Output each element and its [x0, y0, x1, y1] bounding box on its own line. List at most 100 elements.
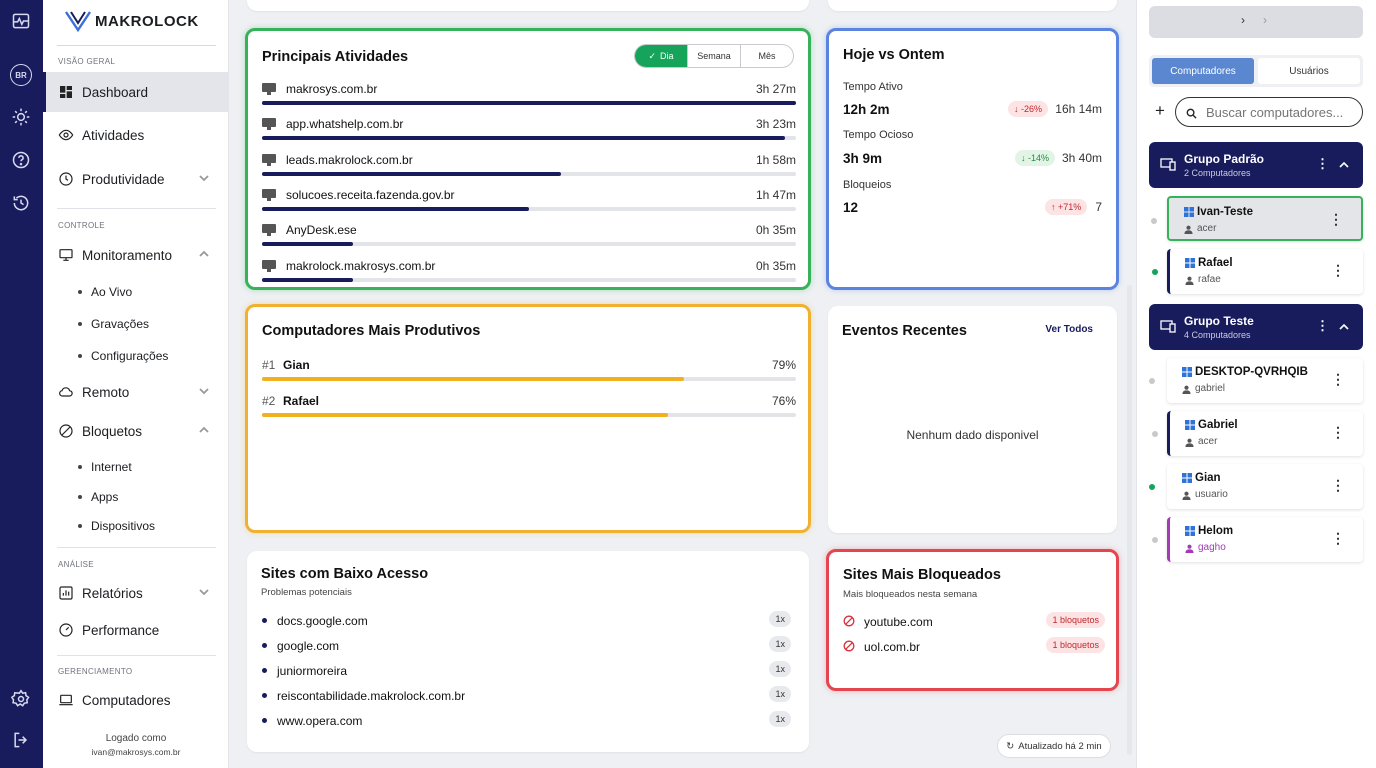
delta-badge: ↓ -14%	[1015, 150, 1056, 166]
sidebar-nav: MAKROLOCK VISÃO GERAL Dashboard Atividad…	[43, 0, 229, 768]
computer-name: Gian	[1195, 472, 1221, 484]
monitor-icon	[262, 224, 276, 237]
nav-item-monitoramento[interactable]: Monitoramento	[43, 235, 228, 275]
computer-card[interactable]: Gian usuario ⋮	[1149, 464, 1363, 509]
computer-card[interactable]: Ivan-Teste acer ⋮	[1151, 196, 1363, 241]
period-week[interactable]: Semana	[687, 45, 740, 67]
activity-bar-fill	[262, 242, 353, 247]
more-vert-icon[interactable]: ⋮	[1331, 371, 1345, 387]
windows-icon	[1185, 420, 1195, 430]
block-icon	[59, 424, 73, 438]
search-input[interactable]	[1206, 102, 1356, 122]
computer-group-header[interactable]: Grupo Padrão 2 Computadores ⋮	[1149, 142, 1363, 188]
activity-bar-fill	[262, 101, 796, 105]
computer-card[interactable]: Gabriel acer ⋮	[1152, 411, 1363, 456]
previous-value: 7	[1095, 200, 1102, 214]
nav-label: Remoto	[82, 384, 130, 400]
language-badge[interactable]: BR	[10, 64, 32, 86]
count-badge: 1x	[769, 661, 791, 677]
chevron-up-icon[interactable]	[1339, 322, 1349, 332]
view-all-link[interactable]: Ver Todos	[1045, 324, 1093, 335]
dashboard-icon	[60, 86, 72, 98]
group-name: Grupo Padrão	[1184, 152, 1265, 166]
section-gerenciamento: GERENCIAMENTO	[58, 667, 133, 676]
nav-sub-gravacoes[interactable]: Gravações	[78, 317, 149, 331]
more-vert-icon[interactable]: ⋮	[1316, 156, 1329, 171]
block-icon	[843, 640, 855, 652]
bullet	[262, 718, 267, 723]
main-scrollbar[interactable]	[1127, 285, 1132, 755]
chevron-right-icon[interactable]: ›	[1263, 13, 1267, 27]
search-icon	[1186, 108, 1197, 119]
more-vert-icon[interactable]: ⋮	[1331, 477, 1345, 493]
rank: #2	[262, 394, 276, 408]
add-icon[interactable]: +	[1155, 101, 1165, 120]
activity-bar	[262, 206, 796, 211]
more-vert-icon[interactable]: ⋮	[1329, 211, 1343, 227]
activity-name: solucoes.receita.fazenda.gov.br	[286, 187, 455, 202]
brand-mark-icon	[65, 11, 91, 32]
nav-label: Relatórios	[82, 585, 143, 601]
monitor-icon	[262, 153, 276, 166]
chevron-down-icon	[199, 589, 209, 596]
brand-name: MAKROLOCK	[95, 12, 199, 30]
user-icon	[1185, 544, 1194, 553]
nav-item-produtividade[interactable]: Produtividade	[43, 159, 228, 199]
chevron-down-icon	[199, 388, 209, 395]
nav-item-remoto[interactable]: Remoto	[43, 372, 228, 412]
nav-sub-configuracoes[interactable]: Configurações	[78, 349, 168, 363]
nav-item-atividades[interactable]: Atividades	[43, 115, 228, 155]
activity-time: 1h 58m	[755, 152, 796, 167]
settings-gear-icon[interactable]	[10, 688, 32, 710]
bullet	[262, 643, 267, 648]
last-updated-pill[interactable]: ↻ Atualizado há 2 min	[997, 734, 1111, 758]
status-dot	[1149, 378, 1155, 384]
chevron-up-icon[interactable]	[1339, 160, 1349, 170]
card-subtitle: Problemas potenciais	[261, 587, 352, 598]
more-vert-icon[interactable]: ⋮	[1331, 530, 1345, 546]
nav-item-computadores[interactable]: Computadores	[43, 680, 228, 720]
status-dot	[1152, 537, 1158, 543]
computer-group-header[interactable]: Grupo Teste 4 Computadores ⋮	[1149, 304, 1363, 350]
logout-icon[interactable]	[10, 729, 32, 751]
activity-bar	[262, 101, 796, 105]
period-day[interactable]: ✓ Dia	[635, 45, 687, 67]
computer-card[interactable]: Helom gagho ⋮	[1152, 517, 1363, 562]
computer-name: Helom	[1198, 525, 1234, 537]
more-vert-icon[interactable]: ⋮	[1316, 318, 1329, 333]
nav-item-performance[interactable]: Performance	[43, 610, 228, 650]
nav-sub-ao-vivo[interactable]: Ao Vivo	[78, 285, 132, 299]
nav-sub-apps[interactable]: Apps	[78, 490, 118, 504]
section-controle: CONTROLE	[58, 221, 105, 230]
help-icon[interactable]	[10, 149, 32, 171]
nav-sub-dispositivos[interactable]: Dispositivos	[78, 519, 155, 533]
chevron-right-icon[interactable]: ›	[1241, 13, 1245, 27]
nav-item-bloquetos[interactable]: Bloquetos	[43, 411, 228, 451]
nav-item-dashboard[interactable]: Dashboard	[43, 72, 228, 112]
group-count: 2 Computadores	[1184, 168, 1251, 178]
user-icon	[1182, 385, 1191, 394]
computer-name: Gian	[283, 358, 310, 372]
computer-card[interactable]: Rafael rafae ⋮	[1152, 249, 1363, 294]
sun-icon[interactable]	[10, 106, 32, 128]
activity-name: makrosys.com.br	[286, 82, 378, 96]
nav-item-relatorios[interactable]: Relatórios	[43, 573, 228, 613]
more-vert-icon[interactable]: ⋮	[1331, 424, 1345, 440]
card-subtitle: Mais bloqueados nesta semana	[843, 589, 978, 600]
history-icon[interactable]	[10, 192, 32, 214]
activity-pulse-icon[interactable]	[10, 10, 32, 32]
tab-usuarios[interactable]: Usuários	[1258, 58, 1360, 84]
group-count: 4 Computadores	[1184, 330, 1251, 340]
most-blocked-sites-card: Sites Mais Bloqueados Mais bloqueados ne…	[826, 549, 1119, 691]
search-field[interactable]	[1175, 97, 1363, 127]
nav-sub-internet[interactable]: Internet	[78, 460, 132, 474]
tab-computadores[interactable]: Computadores	[1152, 58, 1254, 84]
count-badge: 1x	[769, 686, 791, 702]
chevron-down-icon	[199, 175, 209, 182]
computer-card[interactable]: DESKTOP-QVRHQIB gabriel ⋮	[1149, 358, 1363, 403]
more-vert-icon[interactable]: ⋮	[1331, 262, 1345, 278]
logged-user-email: ivan@makrosys.com.br	[91, 747, 181, 757]
activity-name: AnyDesk.ese	[286, 223, 357, 238]
tab-bar: Computadores Usuários	[1149, 55, 1363, 87]
period-month[interactable]: Mês	[740, 45, 793, 67]
